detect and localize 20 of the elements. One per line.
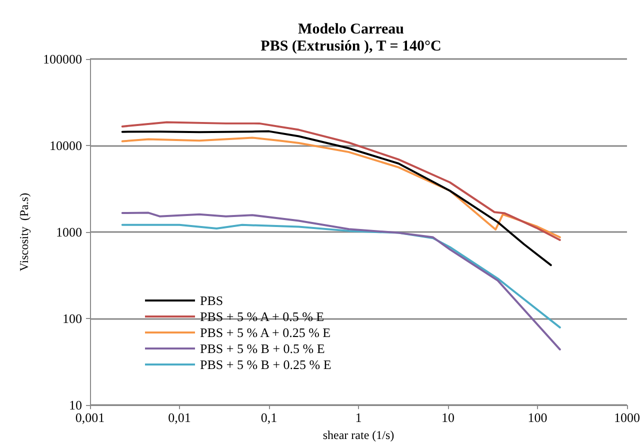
x-tick-label: 100 bbox=[528, 410, 548, 426]
x-tick-label: 10 bbox=[442, 410, 454, 426]
legend-label: PBS + 5 % B + 0.5 % E bbox=[200, 341, 325, 356]
y-tick-label: 10 bbox=[69, 398, 82, 413]
legend-label: PBS bbox=[200, 293, 224, 308]
y-tick-label: 1000 bbox=[56, 224, 82, 240]
y-tick-label: 100000 bbox=[43, 52, 82, 66]
x-tick-label: 0,001 bbox=[75, 410, 105, 426]
x-tick-label: 0,01 bbox=[168, 410, 191, 426]
chart-title: Modelo Carreau PBS (Extrusión ), T = 140°C bbox=[260, 22, 442, 54]
x-tick-label: 1 bbox=[355, 410, 362, 426]
y-tick-label: 100 bbox=[62, 311, 82, 326]
legend-label: PBS + 5 % A + 0.5 % E bbox=[200, 309, 324, 324]
legend-label: PBS + 5 % B + 0.25 % E bbox=[200, 357, 332, 372]
legend-label: PBS + 5 % A + 0.25 % E bbox=[200, 325, 331, 340]
y-axis-title: Viscosity (Pa.s) bbox=[17, 192, 31, 272]
x-tick-label: 1000 bbox=[614, 410, 640, 426]
x-tick-label: 0,1 bbox=[260, 410, 278, 426]
x-axis-title: shear rate (1/s) bbox=[322, 428, 394, 442]
y-tick-label: 10000 bbox=[50, 138, 82, 154]
